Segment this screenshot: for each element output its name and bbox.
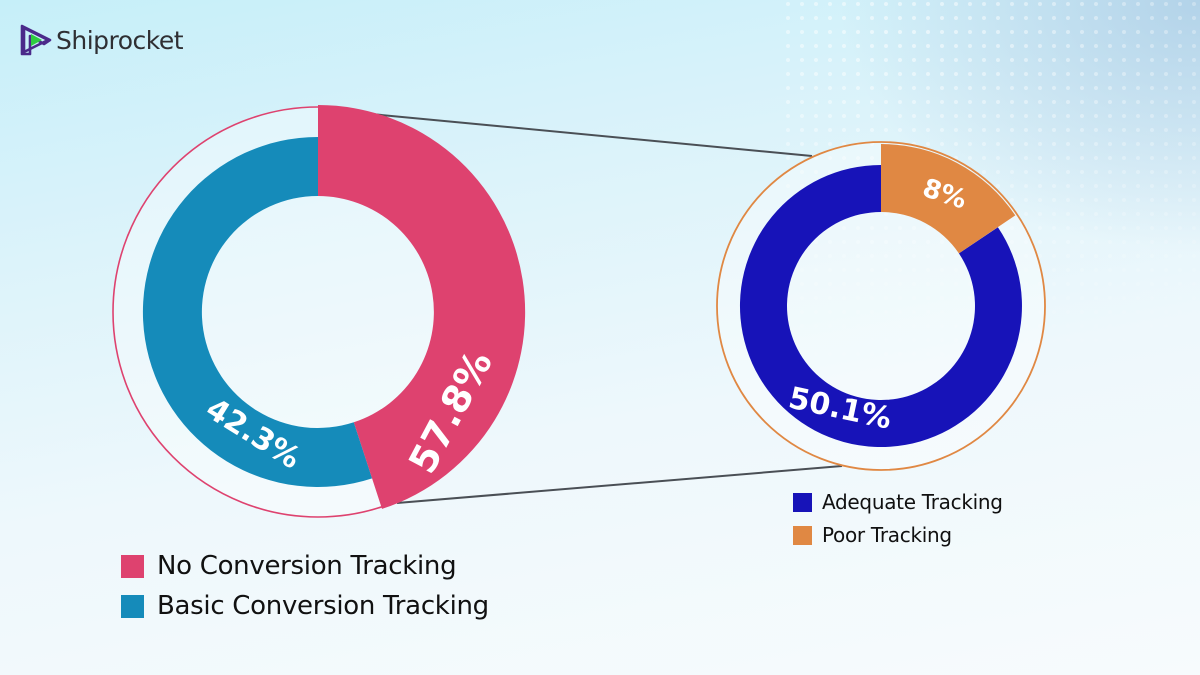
swatch-blue (121, 594, 144, 618)
legend-left: No Conversion Tracking Basic Conversion … (121, 551, 489, 621)
right-donut-chart: 8% 50.1% (716, 141, 1046, 471)
segment-adequate-tracking[interactable] (739, 165, 1022, 448)
segment-poor-tracking[interactable] (881, 144, 1016, 254)
segment-no-conversion-tracking[interactable] (318, 104, 526, 509)
legend-label: Basic Conversion Tracking (157, 591, 489, 621)
legend-item-no-conversion-tracking[interactable]: No Conversion Tracking (121, 551, 489, 581)
connector-line-top (349, 111, 813, 157)
legend-item-adequate-tracking[interactable]: Adequate Tracking (793, 490, 1003, 514)
legend-right: Adequate Tracking Poor Tracking (793, 490, 1003, 547)
swatch-orange (793, 525, 812, 545)
connector-line-bottom (396, 465, 843, 504)
legend-label: Poor Tracking (822, 523, 952, 547)
left-donut-chart: 57.8% 42.3% (112, 104, 526, 518)
legend-label: No Conversion Tracking (157, 551, 457, 581)
brand-name: Shiprocket (56, 25, 184, 55)
segment-basic-conversion-tracking[interactable] (142, 137, 373, 487)
legend-item-basic-conversion-tracking[interactable]: Basic Conversion Tracking (121, 591, 489, 621)
swatch-dark-blue (793, 492, 812, 512)
legend-item-poor-tracking[interactable]: Poor Tracking (793, 523, 1003, 547)
play-triangle-icon (20, 24, 52, 56)
legend-label: Adequate Tracking (822, 490, 1003, 514)
shiprocket-logo[interactable]: Shiprocket (18, 22, 184, 58)
swatch-pink (121, 554, 144, 578)
